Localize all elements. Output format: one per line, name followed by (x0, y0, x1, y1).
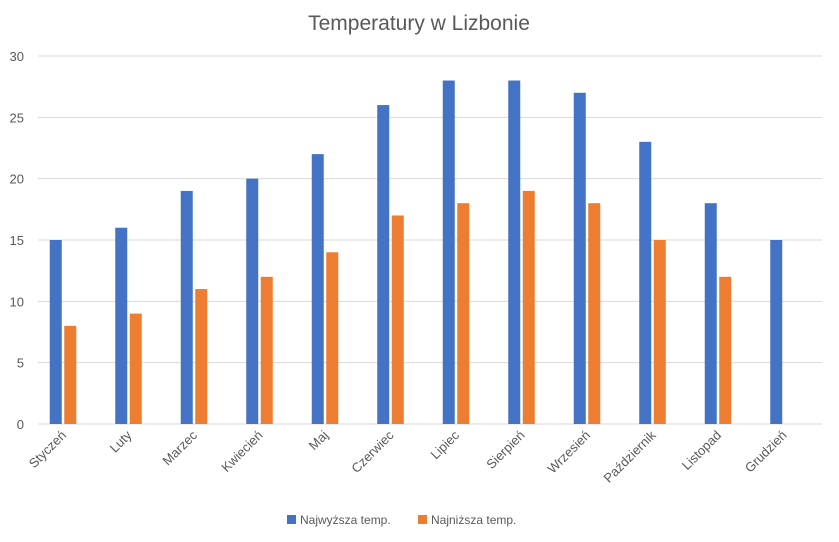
x-tick-label: Luty (107, 427, 135, 455)
bar-high (311, 154, 324, 424)
y-tick-label: 30 (10, 49, 24, 64)
x-tick-label: Wrzesień (544, 428, 593, 477)
bar-high (246, 178, 259, 424)
x-tick-label: Czerwiec (348, 427, 397, 476)
bar-low (260, 276, 273, 424)
bar-high (704, 203, 717, 424)
bar-low (195, 289, 208, 424)
y-tick-label: 0 (17, 417, 24, 432)
legend-label: Najwyższa temp. (300, 513, 391, 527)
x-tick-label: Kwiecień (218, 428, 265, 475)
chart-title: Temperatury w Lizbonie (308, 12, 530, 35)
x-tick-label: Lipiec (427, 427, 462, 462)
bar-high (508, 80, 521, 425)
bar-high (49, 240, 62, 424)
x-tick-label: Grudzień (742, 428, 790, 476)
y-tick-label: 20 (10, 172, 24, 187)
bar-high (115, 227, 128, 424)
x-tick-label: Maj (306, 427, 331, 452)
bar-high (770, 240, 783, 424)
bar-low (719, 276, 732, 424)
bar-low (391, 215, 404, 424)
x-tick-label: Styczeń (26, 428, 69, 471)
bar-high (180, 190, 193, 424)
bar-high (377, 105, 390, 425)
y-tick-label: 25 (10, 110, 24, 125)
y-tick-label: 5 (17, 356, 24, 371)
bar-high (573, 92, 586, 425)
x-tick-label: Marzec (159, 427, 200, 468)
bar-low (457, 203, 470, 424)
bar-low (326, 252, 339, 424)
y-tick-label: 15 (10, 233, 24, 248)
legend-swatch (418, 515, 427, 524)
x-tick-label: Sierpień (483, 428, 527, 472)
y-tick-label: 10 (10, 294, 24, 309)
legend-label: Najniższa temp. (431, 513, 516, 527)
x-tick-label: Październik (600, 427, 658, 485)
bar-low (129, 313, 142, 424)
bar-high (639, 141, 652, 424)
x-tick-label: Listopad (679, 428, 724, 473)
bar-low (64, 325, 77, 424)
bar-low (653, 240, 666, 424)
legend-swatch (287, 515, 296, 524)
bar-low (522, 190, 535, 424)
bar-high (442, 80, 455, 425)
bar-low (588, 203, 601, 424)
